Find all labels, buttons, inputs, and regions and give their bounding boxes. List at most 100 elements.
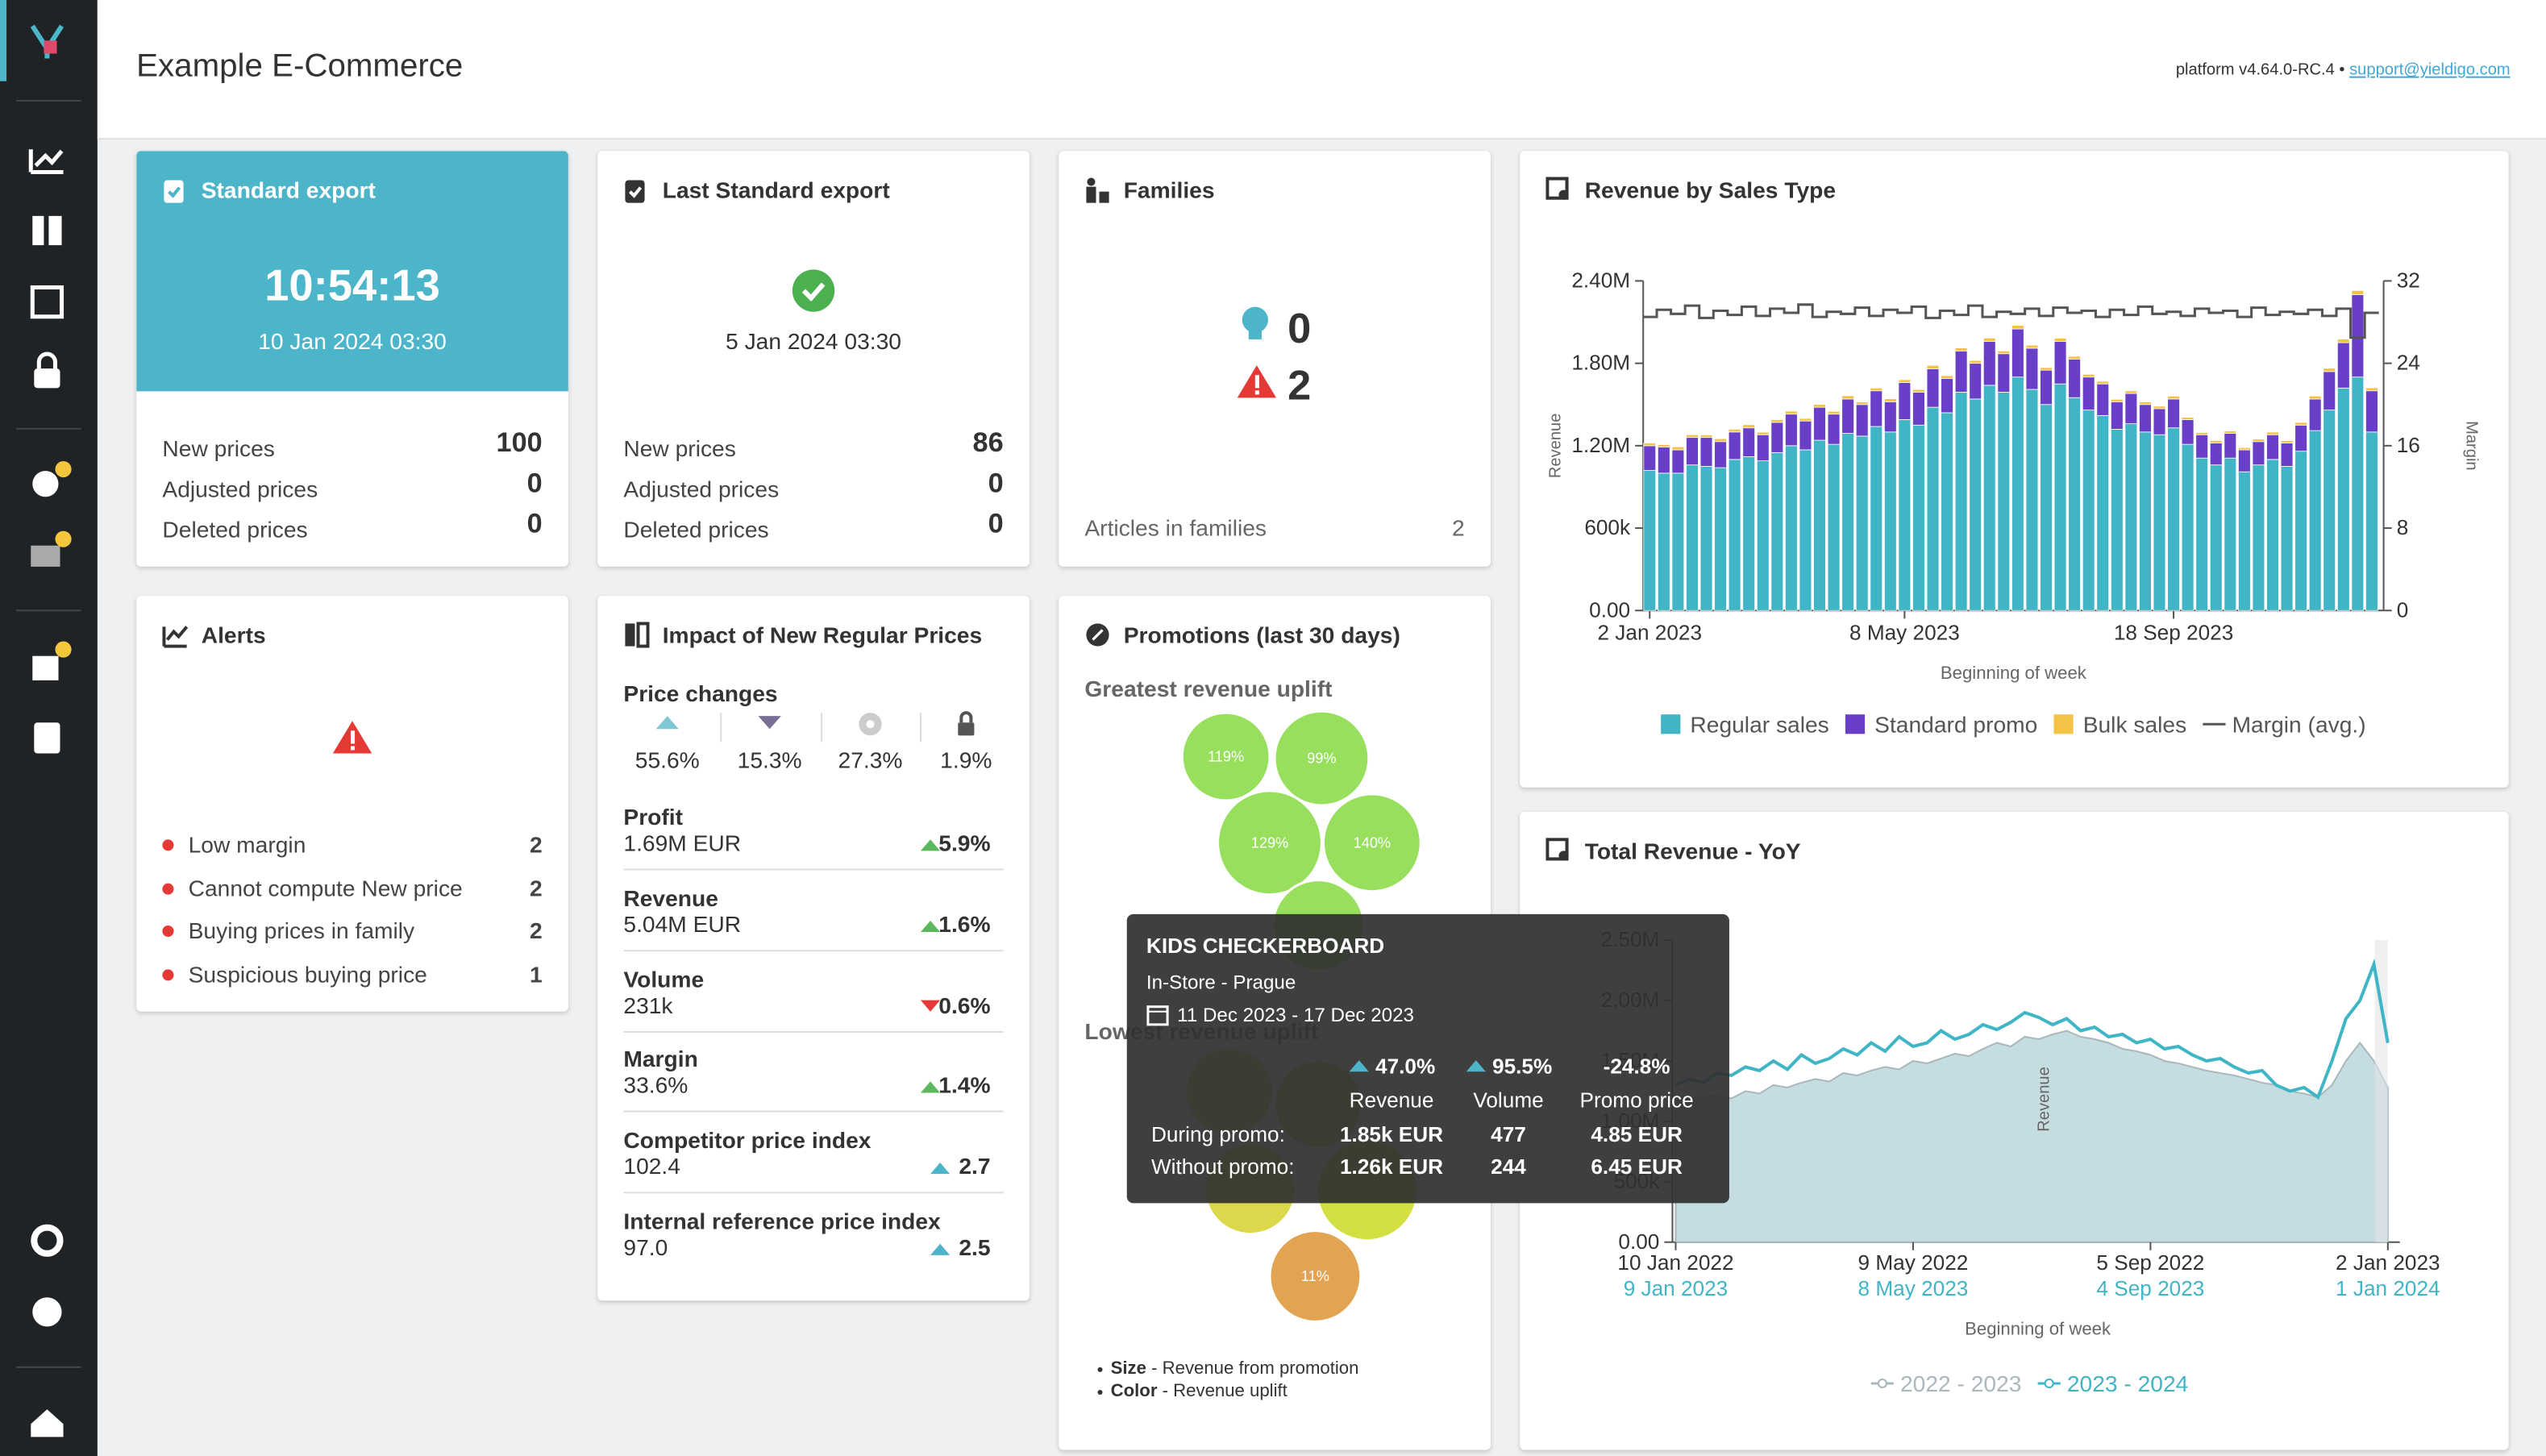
y-tick-label: 16 [2397,433,2420,457]
bar-segment [1926,364,1940,369]
card-title: Standard export [201,177,376,203]
price-change-share: 15.3% [737,747,802,773]
warning-icon [332,721,372,754]
row-label: New prices [623,435,736,461]
bar-segment [1827,410,1841,415]
column-header: Revenue [1349,1088,1434,1113]
families-icon [1086,177,1109,203]
nav-settings[interactable] [31,1224,64,1257]
card-title: Total Revenue - YoY [1584,838,1801,864]
bar-segment [1954,392,1968,611]
nav-home[interactable] [31,1409,64,1437]
bar-segment [1954,350,1968,393]
bar-segment [2011,376,2024,611]
export-banner: Standard export 10:54:13 10 Jan 2024 03:… [136,151,568,392]
legend-text: - Revenue from promotion [1151,1358,1359,1379]
y-tick-label: 0 [2397,597,2409,622]
bar-segment [2124,423,2138,611]
trend-arrow [920,999,941,1011]
promotion-bubble[interactable] [1321,792,1422,893]
bar-segment [1671,446,1685,451]
bar-segment [2252,464,2265,611]
bar-segment [2181,443,2194,611]
nav-reports[interactable] [30,285,64,319]
promotion-bubble[interactable] [1217,789,1323,896]
bar-segment [2082,376,2095,410]
alert-label: Buying prices in family [188,917,415,944]
bar-segment [2053,338,2067,342]
bar-segment [1912,389,1925,393]
nav-lock[interactable] [34,368,60,389]
area-fill [1674,1030,2389,1243]
bar-segment [2308,430,2322,611]
bar-segment [2336,387,2350,611]
warning-icon [1237,365,1277,398]
bar-segment [1883,398,1897,402]
x-tick-label: 2 Jan 2023 [2336,1250,2440,1275]
bar-segment [2252,439,2265,443]
bar-segment [2068,397,2081,611]
bar-segment [1671,449,1685,474]
tooltip-dates: 11 Dec 2023 - 17 Dec 2023 [1177,1003,1414,1026]
nav-analytics[interactable] [28,149,64,175]
bar-segment [1883,401,1897,433]
metric-label: Profit [623,803,684,830]
nav-families[interactable] [32,655,59,680]
metric-value: 97.0 [623,1233,668,1260]
bar-segment [2209,464,2223,611]
bar-segment [1954,347,1968,352]
bubble-label: 99% [1307,751,1336,767]
bar-segment [2053,383,2067,611]
bar-segment [2238,449,2251,472]
app-title: Example E-Commerce [136,48,464,85]
sidebar [0,0,98,1456]
bar-segment [1997,353,2011,393]
idea-icon [1242,306,1268,339]
bar-segment [1855,435,1869,611]
bar-segment [1982,385,1996,611]
alert-count: 1 [529,960,543,987]
bar-segment [1912,392,1925,426]
bar-segment [2323,410,2336,611]
support-link[interactable]: support@yieldigo.com [2349,61,2511,80]
bar-segment [2096,383,2110,416]
bar-segment [1898,382,1912,420]
bar-segment [2025,389,2039,611]
legend-label: Bulk sales [2083,711,2186,737]
bar-segment [1728,429,1741,433]
nav-promotions[interactable] [32,471,59,497]
bar-segment [1841,398,1854,434]
row-value: 244 [1491,1154,1526,1179]
metric-label: Revenue [623,884,718,911]
bar-segment [2025,344,2039,349]
bar-segment [1699,434,1713,439]
bar-segment [1671,472,1685,611]
bar-segment [2139,431,2152,611]
legend-swatch [1845,714,1866,734]
triangle [920,999,941,1011]
bar-segment [1770,419,1784,423]
bar-segment [2167,398,2180,429]
triangle [1466,1060,1486,1072]
promotion-bubble[interactable] [1273,709,1371,807]
report-icon [1545,177,1569,200]
nav-catalog[interactable] [32,215,44,246]
bar-segment [1770,451,1784,611]
separator [623,1111,1004,1113]
bar-segment [1657,472,1670,611]
header: Example E-Commerce platform v4.64.0-RC.4… [97,0,2546,140]
nav-lock-shackle [36,352,57,369]
report-icon [1545,838,1569,861]
bar-segment [2365,431,2378,611]
bar-segment [2124,393,2138,424]
nav-exports[interactable] [34,722,60,754]
price-change-share: 1.9% [940,747,992,773]
promotion-bubble[interactable] [1268,1229,1362,1323]
bar-segment [2238,447,2251,451]
card-title: Impact of New Regular Prices [662,622,983,648]
nav-competitors[interactable] [31,545,60,567]
promotion-bubble[interactable] [1180,711,1271,802]
card-title: Families [1123,177,1215,203]
nav-profile[interactable] [32,1297,62,1327]
